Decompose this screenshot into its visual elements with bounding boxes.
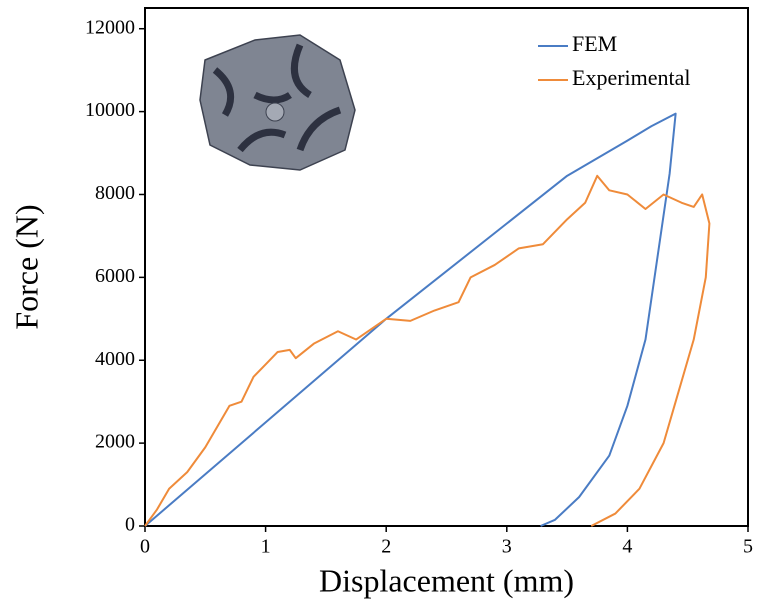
x-tick-label: 2 [381, 536, 391, 558]
y-tick-label: 0 [125, 514, 135, 536]
data-line [144, 174, 711, 527]
y-axis-title: Force (N) [8, 204, 44, 329]
legend-label: FEM [572, 31, 617, 56]
inset-structure [199, 34, 356, 171]
plot-frame [144, 7, 749, 527]
legend-label: Experimental [572, 65, 691, 90]
x-tick-label: 1 [261, 536, 271, 558]
y-tick-label: 4000 [95, 348, 135, 370]
y-tick-label: 12000 [85, 16, 135, 38]
y-tick-label: 10000 [85, 99, 135, 121]
data-line [144, 112, 677, 527]
x-tick-label: 0 [140, 536, 150, 558]
y-tick-label: 6000 [95, 265, 135, 287]
x-axis-title: Displacement (mm) [319, 562, 574, 598]
x-tick-label: 5 [743, 536, 753, 558]
y-tick-label: 8000 [95, 182, 135, 204]
x-tick-label: 4 [622, 536, 632, 558]
x-tick-label: 3 [502, 536, 512, 558]
y-tick-label: 2000 [95, 431, 135, 453]
